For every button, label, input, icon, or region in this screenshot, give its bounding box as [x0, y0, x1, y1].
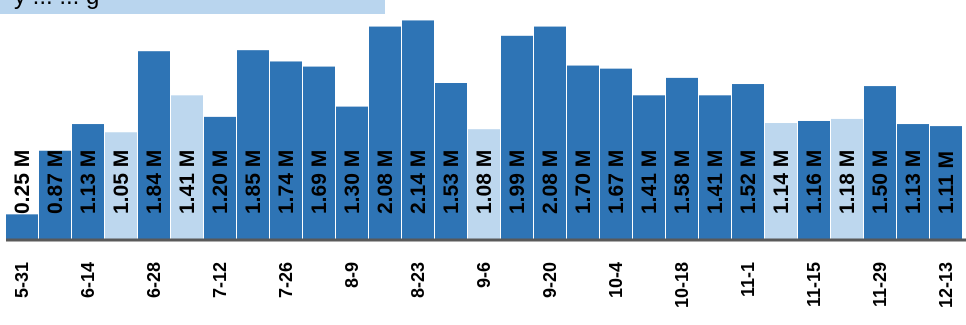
bars-group: [6, 20, 962, 241]
x-tick-label: 11-15: [804, 262, 824, 307]
bar: [336, 106, 368, 240]
bar-value-label: 1.13 M: [77, 150, 100, 214]
bar: [831, 118, 863, 240]
bar: [501, 35, 533, 240]
x-tick-label: 7-12: [210, 262, 230, 298]
bar: [39, 150, 71, 240]
bar-value-label: 0.25 M: [11, 150, 34, 214]
x-tick-label: 7-26: [276, 262, 296, 298]
bar: [567, 65, 599, 240]
x-tick-label: 10-4: [606, 262, 626, 298]
bar: [105, 132, 137, 240]
bar-value-label: 1.08 M: [473, 150, 496, 214]
bar: [798, 120, 830, 240]
bar-value-label: 1.85 M: [242, 150, 265, 214]
bar: [732, 84, 764, 240]
x-tick-label: 9-20: [540, 262, 560, 298]
bar: [303, 66, 335, 240]
bar-value-label: 2.14 M: [407, 150, 430, 214]
bar-value-label: 1.18 M: [836, 150, 859, 214]
bar-value-label: 1.84 M: [143, 150, 166, 214]
bar-value-label: 0.87 M: [44, 150, 67, 214]
bar: [600, 68, 632, 240]
bar: [72, 124, 104, 240]
x-tick-label: 9-6: [474, 262, 494, 288]
bar: [204, 116, 236, 240]
bar-value-label: 1.53 M: [440, 150, 463, 214]
x-tick-label: 10-18: [672, 262, 692, 308]
bar-value-label: 1.14 M: [770, 150, 793, 214]
x-tick-label: 12-13: [936, 262, 956, 308]
bar-value-label: 2.08 M: [374, 150, 397, 214]
bar-value-label: 1.50 M: [869, 150, 892, 214]
bar-value-label: 1.74 M: [275, 150, 298, 214]
bar: [6, 214, 38, 240]
bar: [138, 51, 170, 241]
bar: [435, 83, 467, 240]
x-tick-label: 11-29: [870, 262, 890, 307]
bar: [171, 95, 203, 240]
bar: [369, 26, 401, 240]
bar-value-label: 1.52 M: [737, 150, 760, 214]
bar: [864, 86, 896, 240]
legend-text: y ... ... g: [14, 0, 99, 11]
x-tick-label: 8-9: [342, 262, 362, 288]
x-tick-label: 8-23: [408, 262, 428, 298]
bar-value-label: 1.41 M: [704, 150, 727, 214]
bar: [270, 61, 302, 240]
x-tick-label: 5-31: [12, 262, 32, 298]
bar: [633, 95, 665, 240]
bar: [930, 126, 962, 240]
bar-value-label: 1.16 M: [803, 150, 826, 214]
bar-value-label: 1.70 M: [572, 150, 595, 214]
bar: [897, 124, 929, 240]
bar-labels-group: 0.25 M 0.87 M 1.13 M 1.05 M 1.84 M 1.41 M 1.20…: [11, 150, 958, 214]
bar: [402, 20, 434, 241]
legend-box: y ... ... g: [0, 0, 385, 14]
bar-value-label: 1.58 M: [671, 150, 694, 214]
bar: [468, 129, 500, 240]
x-tick-label: 6-14: [78, 262, 98, 298]
bar-value-label: 1.13 M: [902, 150, 925, 214]
bar-value-label: 1.41 M: [638, 150, 661, 214]
bar: [666, 77, 698, 240]
bar-value-label: 1.69 M: [308, 150, 331, 214]
bar: [765, 123, 797, 240]
x-tick-label: 6-28: [144, 262, 164, 298]
bar-value-label: 1.11 M: [935, 151, 958, 214]
bar-value-label: 1.99 M: [506, 150, 529, 214]
bar: [237, 50, 269, 240]
bar: [699, 95, 731, 240]
bar: [534, 26, 566, 240]
bar-value-label: 1.41 M: [176, 150, 199, 214]
tick-labels-group: 5-31 6-14 6-28 7-12 7-26 8-9 8-23 9-6 9-20 10-4 10…: [12, 262, 956, 308]
x-tick-label: 11-1: [738, 262, 758, 297]
bar-value-label: 1.05 M: [110, 150, 133, 214]
bar-value-label: 2.08 M: [539, 150, 562, 214]
bar-value-label: 1.67 M: [605, 150, 628, 214]
bar-value-label: 1.30 M: [341, 150, 364, 214]
bar-value-label: 1.20 M: [209, 150, 232, 214]
